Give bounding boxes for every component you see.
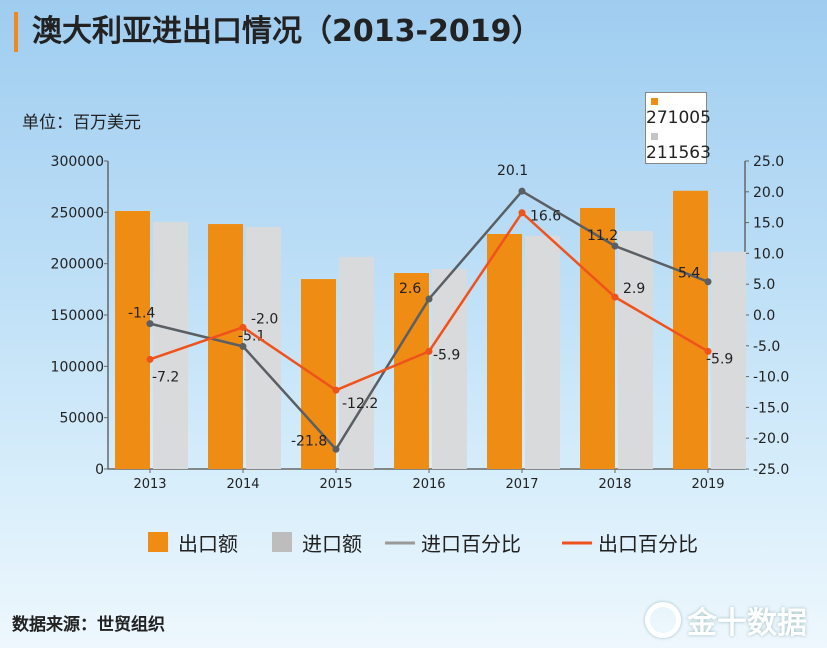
- import-pct-label: 20.1: [497, 163, 528, 179]
- logo-text: 金十数据: [687, 606, 807, 641]
- export-pct-point: [146, 355, 154, 363]
- export-pct-label: -5.9: [706, 351, 733, 367]
- import-pct-label: 11.2: [587, 228, 618, 244]
- import-pct-point: [146, 320, 154, 328]
- export-bar: [487, 233, 522, 469]
- tooltip: 271005 211563: [645, 92, 711, 164]
- legend-label: 进口百分比: [421, 532, 521, 556]
- left-tick-label: 0: [95, 462, 104, 478]
- import-pct-label: -21.8: [291, 433, 327, 449]
- legend-swatch: [148, 532, 168, 552]
- import-pct-label: 5.4: [678, 266, 700, 282]
- right-tick-label: 10.0: [753, 246, 784, 262]
- import-pct-point: [425, 295, 433, 303]
- page-title: 澳大利亚进出口情况（2013-2019）: [14, 12, 541, 52]
- import-bar: [153, 221, 188, 469]
- x-tick-label: 2013: [133, 477, 166, 492]
- left-tick-label: 300000: [51, 154, 104, 170]
- export-pct-label: -12.2: [342, 396, 378, 412]
- right-tick-label: -5.0: [753, 339, 780, 355]
- export-pct-point: [332, 386, 340, 394]
- logo-icon: [645, 602, 681, 638]
- x-tick-label: 2016: [412, 477, 445, 492]
- legend-label: 进口额: [302, 532, 362, 556]
- import-bar: [711, 251, 746, 469]
- export-bar: [580, 208, 615, 469]
- right-tick-label: 5.0: [753, 277, 775, 293]
- import-pct-point: [518, 187, 526, 195]
- left-tick-label: 250000: [51, 205, 104, 221]
- export-pct-label: -7.2: [152, 369, 179, 385]
- import-pct-label: -1.4: [128, 306, 155, 322]
- left-tick-label: 100000: [51, 359, 104, 375]
- export-bar: [673, 190, 708, 470]
- export-bar: [301, 279, 336, 469]
- import-bar: [432, 269, 467, 469]
- export-pct-point: [239, 323, 247, 331]
- left-tick-label: 150000: [51, 308, 104, 324]
- x-tick-label: 2018: [598, 477, 631, 492]
- export-bar: [115, 210, 150, 470]
- import-pct-point: [611, 242, 619, 250]
- import-pct-point: [704, 278, 712, 286]
- x-tick-label: 2019: [691, 477, 724, 492]
- import-swatch: [651, 133, 658, 140]
- right-tick-label: 25.0: [753, 154, 784, 170]
- right-tick-label: -15.0: [753, 400, 789, 416]
- right-tick-label: 15.0: [753, 216, 784, 232]
- import-pct-label: 2.6: [399, 281, 421, 297]
- export-pct-point: [425, 347, 433, 355]
- tooltip-import-value: 211563: [646, 143, 711, 163]
- right-tick-label: -25.0: [753, 462, 789, 478]
- export-pct-label: 2.9: [623, 281, 645, 297]
- export-pct-label: -5.9: [433, 347, 460, 363]
- right-tick-label: -20.0: [753, 431, 789, 447]
- import-bar: [618, 231, 653, 469]
- export-swatch: [651, 98, 658, 105]
- export-pct-point: [611, 293, 619, 301]
- tooltip-export-value: 271005: [646, 108, 711, 128]
- unit-label: 单位：百万美元: [22, 113, 141, 133]
- export-pct-point: [704, 347, 712, 355]
- right-tick-label: 0.0: [753, 308, 775, 324]
- right-tick-label: -10.0: [753, 370, 789, 386]
- import-pct-point: [332, 445, 340, 453]
- x-tick-label: 2017: [505, 477, 538, 492]
- legend-label: 出口百分比: [598, 532, 698, 556]
- export-bar: [208, 224, 243, 469]
- logo: 金十数据: [645, 598, 807, 642]
- legend-swatch: [272, 532, 292, 552]
- right-tick-label: 20.0: [753, 185, 784, 201]
- import-pct-point: [239, 342, 247, 350]
- source-label: 数据来源：世贸组织: [12, 615, 165, 635]
- import-pct-label: -5.1: [238, 328, 265, 344]
- left-tick-label: 50000: [59, 411, 104, 427]
- import-bar: [525, 235, 560, 469]
- export-pct-label: -2.0: [251, 311, 278, 327]
- export-bar: [394, 273, 429, 469]
- export-pct-point: [518, 209, 526, 217]
- x-tick-label: 2014: [226, 477, 259, 492]
- left-tick-label: 200000: [51, 257, 104, 273]
- x-tick-label: 2015: [319, 477, 352, 492]
- legend-label: 出口额: [178, 532, 238, 556]
- export-pct-label: 16.6: [530, 209, 561, 225]
